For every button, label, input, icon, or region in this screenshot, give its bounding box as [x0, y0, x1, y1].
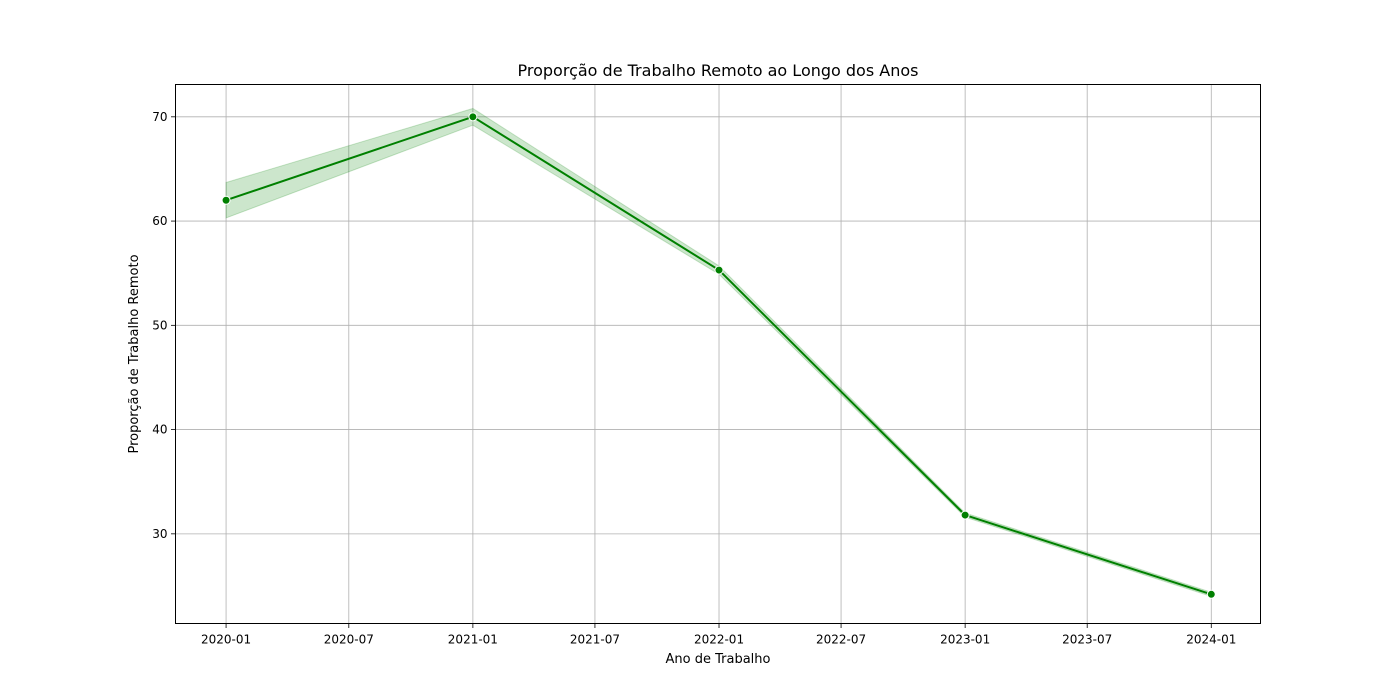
y-tick-label: 60: [152, 214, 167, 228]
x-tick-label: 2021-01: [448, 633, 498, 647]
y-axis-label: Proporção de Trabalho Remoto: [127, 254, 142, 453]
y-tick-label: 30: [152, 527, 167, 541]
series-markers: [221, 112, 1216, 599]
data-point: [714, 265, 724, 275]
chart-title: Proporção de Trabalho Remoto ao Longo do…: [518, 61, 919, 80]
grid-lines: [175, 84, 1261, 624]
data-point: [960, 510, 970, 520]
x-tick-label: 2020-01: [201, 633, 251, 647]
x-tick-label: 2021-07: [570, 633, 620, 647]
plot-frame: [175, 84, 1261, 624]
y-axis-ticks: 30 40 50 60 70: [152, 110, 176, 541]
x-tick-label: 2022-01: [694, 633, 744, 647]
x-tick-label: 2022-07: [816, 633, 866, 647]
data-point: [468, 112, 478, 122]
data-point: [1206, 589, 1216, 599]
y-tick-label: 50: [152, 318, 167, 332]
x-axis-label: Ano de Trabalho: [666, 652, 771, 667]
x-tick-label: 2024-01: [1186, 633, 1236, 647]
y-tick-label: 70: [152, 110, 167, 124]
x-axis-ticks: 2020-01 2020-07 2021-01 2021-07 2022-01 2022-…: [201, 623, 1236, 647]
y-tick-label: 40: [152, 423, 167, 437]
x-tick-label: 2023-01: [940, 633, 990, 647]
x-tick-label: 2020-07: [324, 633, 374, 647]
x-tick-label: 2023-07: [1062, 633, 1112, 647]
data-point: [221, 195, 231, 205]
